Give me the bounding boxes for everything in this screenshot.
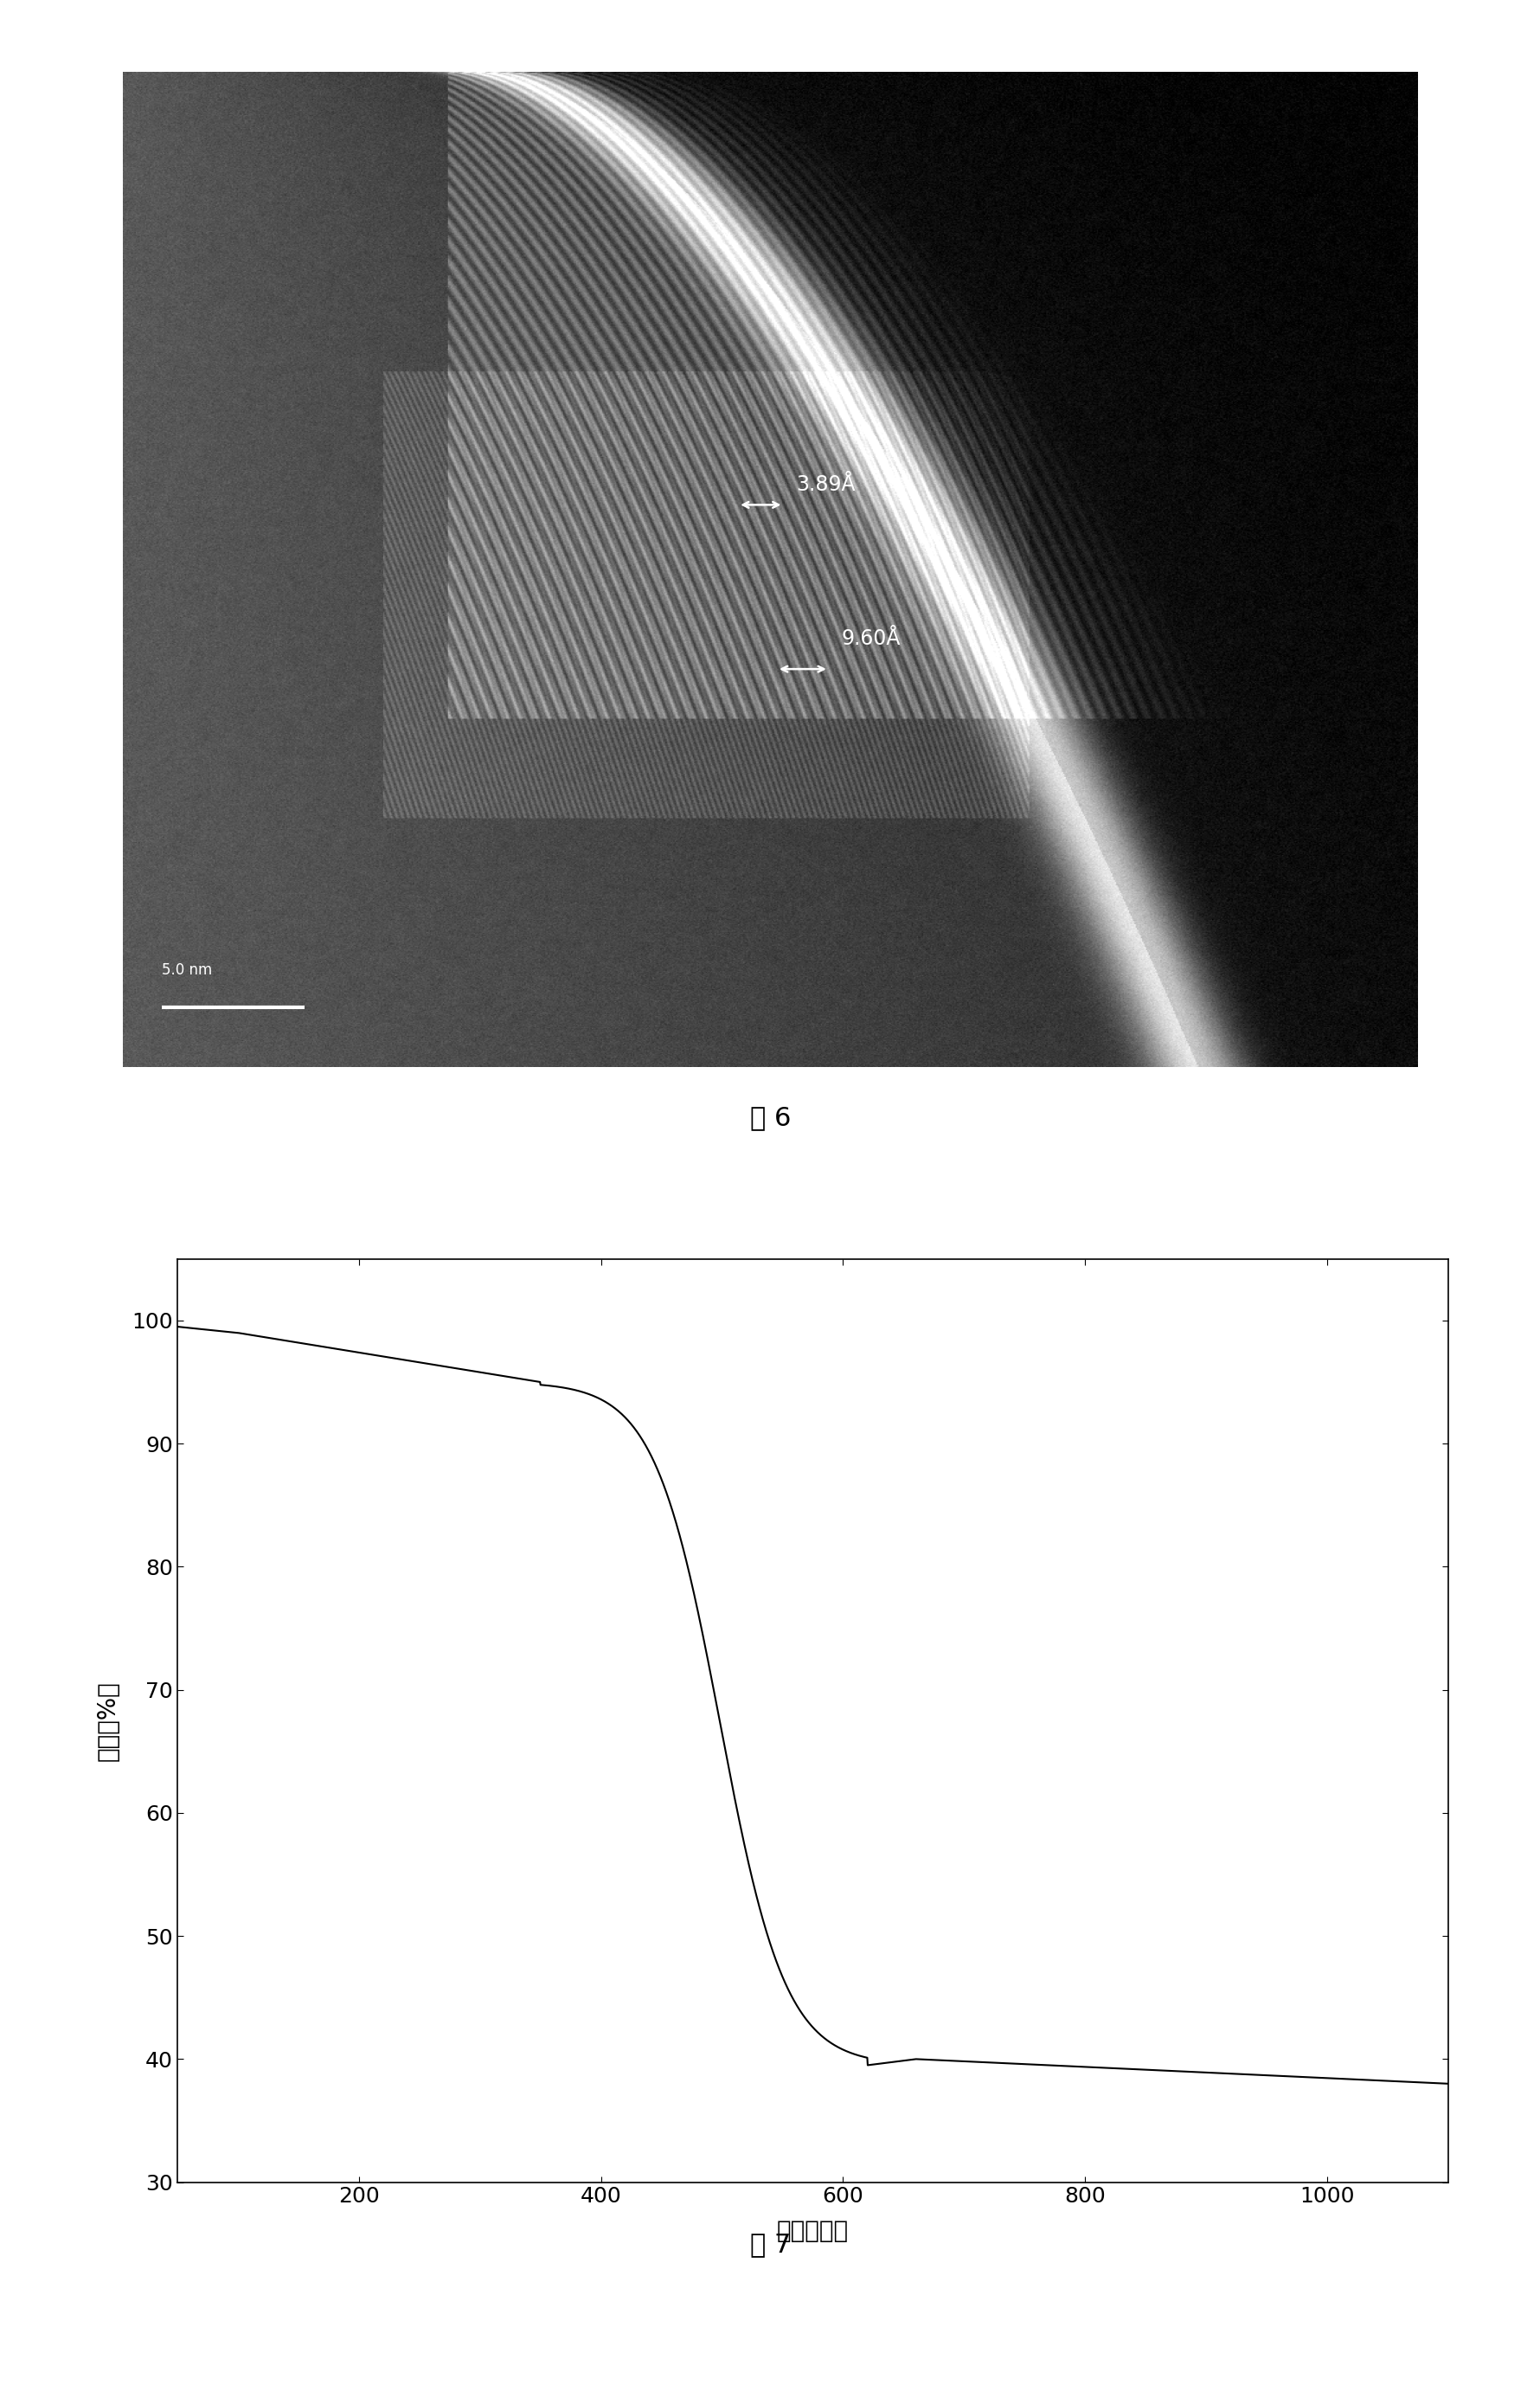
Text: 3.89Å: 3.89Å [796,475,855,494]
X-axis label: 温度（度）: 温度（度） [776,2218,849,2245]
Text: 5.0 nm: 5.0 nm [162,962,213,978]
Y-axis label: 重量（%）: 重量（%） [95,1681,120,1760]
Text: 9.60Å: 9.60Å [841,628,901,650]
Text: 图 7: 图 7 [750,2233,790,2257]
Text: 图 6: 图 6 [750,1105,790,1129]
